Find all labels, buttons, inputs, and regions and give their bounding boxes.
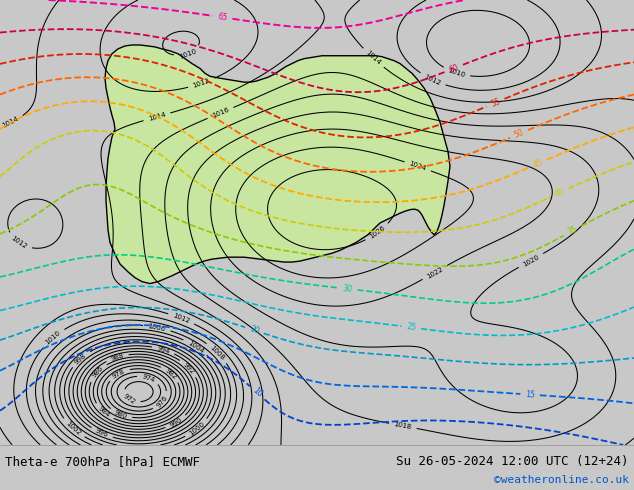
Polygon shape [105,45,450,284]
Text: 972: 972 [122,393,136,405]
Text: 15: 15 [525,390,535,399]
Text: 1010: 1010 [178,48,197,59]
Text: 1012: 1012 [10,235,28,250]
Text: 984: 984 [97,406,111,419]
Text: 40: 40 [553,187,566,199]
Text: 1026: 1026 [368,225,387,240]
Text: 1024: 1024 [408,161,427,172]
Text: 1018: 1018 [394,421,412,430]
Text: 996: 996 [94,428,109,439]
Text: 980: 980 [113,409,128,420]
Text: 1020: 1020 [522,253,540,268]
Text: 30: 30 [342,284,353,294]
Text: 994: 994 [156,345,171,355]
Text: 1014: 1014 [365,50,382,66]
Text: Su 26-05-2024 12:00 UTC (12+24): Su 26-05-2024 12:00 UTC (12+24) [396,455,629,468]
Text: 45: 45 [531,158,544,170]
Text: 978: 978 [112,368,126,379]
Text: 992: 992 [182,361,195,375]
Text: 1006: 1006 [148,323,166,332]
Text: 55: 55 [489,97,501,109]
Text: 50: 50 [513,128,525,140]
Text: 1000: 1000 [188,420,205,437]
Text: 998: 998 [74,352,87,366]
Text: 1010: 1010 [44,330,62,346]
Text: 10: 10 [250,386,264,399]
Text: Theta-e 700hPa [hPa] ECMWF: Theta-e 700hPa [hPa] ECMWF [5,455,200,468]
Text: 1004: 1004 [186,340,205,354]
Text: ©weatheronline.co.uk: ©weatheronline.co.uk [494,475,629,485]
Text: 1010: 1010 [447,67,466,78]
Text: 25: 25 [406,322,417,333]
Text: 20: 20 [249,324,261,336]
Text: 65: 65 [217,12,228,23]
Text: 976: 976 [156,394,169,409]
Text: 1022: 1022 [425,266,444,279]
Text: 35: 35 [566,224,579,237]
Text: 1016: 1016 [211,107,230,119]
Text: 1002: 1002 [65,420,82,437]
Text: 982: 982 [164,367,178,380]
Text: 1014: 1014 [148,111,166,122]
Text: 1014: 1014 [1,116,20,129]
Text: 60: 60 [448,62,460,74]
Text: 1012: 1012 [172,313,191,324]
Text: 990: 990 [169,416,183,428]
Text: 1012: 1012 [424,73,442,86]
Text: 1008: 1008 [209,344,226,361]
Text: 1012: 1012 [192,77,211,89]
Text: 974: 974 [141,373,156,383]
Text: 988: 988 [110,352,124,362]
Text: 986: 986 [91,365,105,379]
